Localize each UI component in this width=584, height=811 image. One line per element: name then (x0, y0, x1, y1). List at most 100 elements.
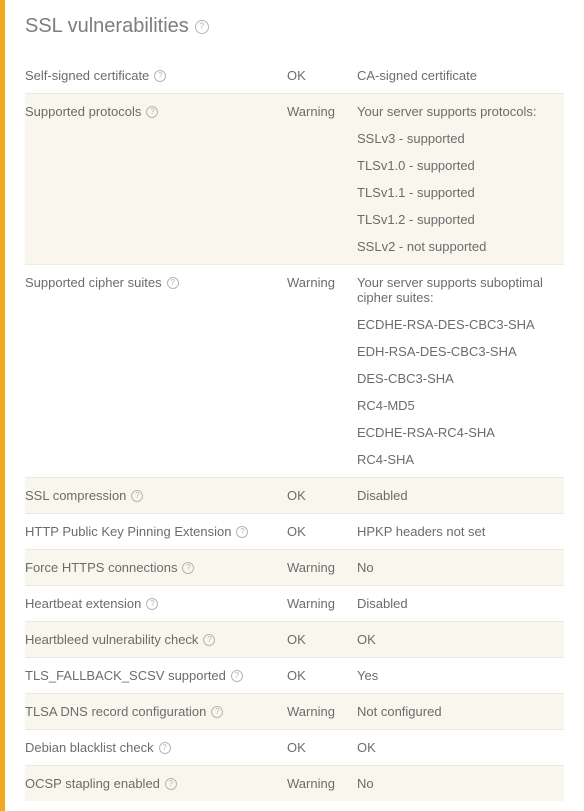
help-icon[interactable]: ? (165, 778, 177, 790)
help-icon[interactable]: ? (236, 526, 248, 538)
detail-line: CA-signed certificate (357, 68, 556, 83)
detail-line: OK (357, 632, 556, 647)
ssl-vulnerabilities-panel: SSL vulnerabilities ? Self-signed certif… (0, 0, 584, 811)
detail-line: DES-CBC3-SHA (357, 371, 556, 386)
check-name-cell: Supported protocols? (25, 104, 287, 119)
check-name: Heartbleed vulnerability check (25, 632, 198, 647)
detail-line: TLSv1.0 - supported (357, 158, 556, 173)
table-row: Supported protocols?WarningYour server s… (25, 93, 564, 264)
status-cell: OK (287, 668, 357, 683)
detail-line: Disabled (357, 488, 556, 503)
detail-line: No (357, 776, 556, 791)
help-icon[interactable]: ? (203, 634, 215, 646)
help-icon[interactable]: ? (146, 598, 158, 610)
detail-line: HPKP headers not set (357, 524, 556, 539)
status-cell: Warning (287, 704, 357, 719)
table-row: Heartbleed vulnerability check?OKOK (25, 621, 564, 657)
help-icon[interactable]: ? (159, 742, 171, 754)
check-name-cell: OCSP stapling enabled? (25, 776, 287, 791)
detail-line: Your server supports suboptimal cipher s… (357, 275, 556, 305)
table-row: OCSP stapling enabled?WarningNo (25, 765, 564, 801)
check-name-cell: Heartbleed vulnerability check? (25, 632, 287, 647)
check-name: Self-signed certificate (25, 68, 149, 83)
detail-cell: Disabled (357, 596, 556, 611)
table-row: Self-signed certificate?OKCA-signed cert… (25, 58, 564, 93)
status-cell: OK (287, 740, 357, 755)
table-row: HTTP Public Key Pinning Extension?OKHPKP… (25, 513, 564, 549)
detail-line: Your server supports protocols: (357, 104, 556, 119)
status-cell: Warning (287, 560, 357, 575)
table-row: Force HTTPS connections?WarningNo (25, 549, 564, 585)
help-icon[interactable]: ? (231, 670, 243, 682)
check-name-cell: TLS_FALLBACK_SCSV supported? (25, 668, 287, 683)
check-name: OCSP stapling enabled (25, 776, 160, 791)
table-row: TLS_FALLBACK_SCSV supported?OKYes (25, 657, 564, 693)
detail-line: RC4-SHA (357, 452, 556, 467)
detail-cell: Your server supports protocols: SSLv3 - s… (357, 104, 556, 254)
check-name: Supported protocols (25, 104, 141, 119)
detail-line: SSLv2 - not supported (357, 239, 556, 254)
check-name-cell: Debian blacklist check? (25, 740, 287, 755)
detail-cell: OK (357, 632, 556, 647)
status-cell: Warning (287, 104, 357, 119)
help-icon[interactable]: ? (167, 277, 179, 289)
detail-line: TLSv1.1 - supported (357, 185, 556, 200)
detail-cell: Yes (357, 668, 556, 683)
check-name: TLSA DNS record configuration (25, 704, 206, 719)
status-cell: OK (287, 68, 357, 83)
status-cell: Warning (287, 275, 357, 290)
detail-line: EDH-RSA-DES-CBC3-SHA (357, 344, 556, 359)
check-name-cell: Self-signed certificate? (25, 68, 287, 83)
check-name-cell: Heartbeat extension? (25, 596, 287, 611)
help-icon[interactable]: ? (211, 706, 223, 718)
detail-cell: CA-signed certificate (357, 68, 556, 83)
vulnerability-table: Self-signed certificate?OKCA-signed cert… (25, 58, 564, 801)
detail-line: Yes (357, 668, 556, 683)
check-name: TLS_FALLBACK_SCSV supported (25, 668, 226, 683)
detail-line: TLSv1.2 - supported (357, 212, 556, 227)
check-name-cell: Supported cipher suites? (25, 275, 287, 290)
check-name: Heartbeat extension (25, 596, 141, 611)
table-row: Heartbeat extension?WarningDisabled (25, 585, 564, 621)
help-icon[interactable]: ? (182, 562, 194, 574)
detail-cell: Your server supports suboptimal cipher s… (357, 275, 556, 467)
detail-cell: OK (357, 740, 556, 755)
check-name: SSL compression (25, 488, 126, 503)
check-name: Force HTTPS connections (25, 560, 177, 575)
table-row: Debian blacklist check?OKOK (25, 729, 564, 765)
status-cell: OK (287, 524, 357, 539)
detail-cell: No (357, 776, 556, 791)
detail-cell: No (357, 560, 556, 575)
check-name: HTTP Public Key Pinning Extension (25, 524, 231, 539)
status-cell: Warning (287, 596, 357, 611)
help-icon[interactable]: ? (131, 490, 143, 502)
detail-line: OK (357, 740, 556, 755)
detail-cell: HPKP headers not set (357, 524, 556, 539)
table-row: TLSA DNS record configuration?WarningNot… (25, 693, 564, 729)
detail-cell: Disabled (357, 488, 556, 503)
detail-line: No (357, 560, 556, 575)
heading-text: SSL vulnerabilities (25, 15, 189, 38)
detail-line: RC4-MD5 (357, 398, 556, 413)
check-name-cell: Force HTTPS connections? (25, 560, 287, 575)
status-cell: Warning (287, 776, 357, 791)
status-cell: OK (287, 488, 357, 503)
detail-line: Not configured (357, 704, 556, 719)
detail-line: ECDHE-RSA-RC4-SHA (357, 425, 556, 440)
detail-line: ECDHE-RSA-DES-CBC3-SHA (357, 317, 556, 332)
detail-line: Disabled (357, 596, 556, 611)
status-cell: OK (287, 632, 357, 647)
table-row: Supported cipher suites?WarningYour serv… (25, 264, 564, 477)
section-heading: SSL vulnerabilities ? (25, 15, 564, 38)
help-icon[interactable]: ? (146, 106, 158, 118)
check-name: Debian blacklist check (25, 740, 154, 755)
check-name-cell: HTTP Public Key Pinning Extension? (25, 524, 287, 539)
check-name: Supported cipher suites (25, 275, 162, 290)
table-row: SSL compression?OKDisabled (25, 477, 564, 513)
help-icon[interactable]: ? (154, 70, 166, 82)
check-name-cell: SSL compression? (25, 488, 287, 503)
help-icon[interactable]: ? (195, 20, 209, 34)
detail-cell: Not configured (357, 704, 556, 719)
check-name-cell: TLSA DNS record configuration? (25, 704, 287, 719)
detail-line: SSLv3 - supported (357, 131, 556, 146)
